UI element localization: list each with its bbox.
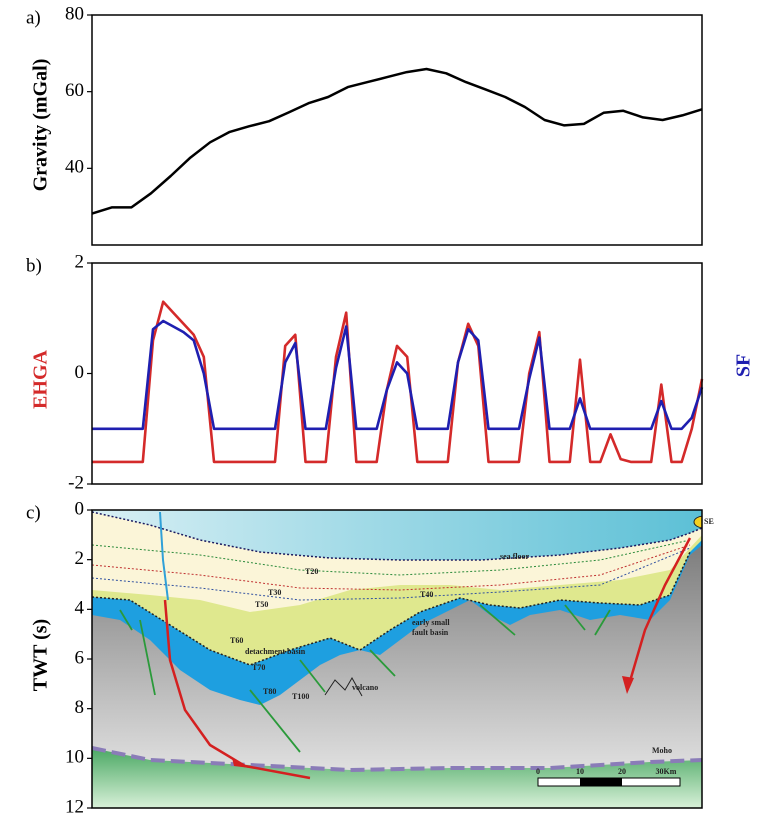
- page: 406080a)Gravity (mGal)EHGASF-202b)sea fl…: [0, 0, 762, 821]
- y-axis-label: EHGA: [30, 350, 52, 409]
- panel-frame: [92, 263, 702, 484]
- y-tick-label: 8: [75, 697, 85, 718]
- scale-label: 0: [536, 767, 540, 776]
- annotation: T30: [268, 588, 281, 597]
- annotation: fault basin: [412, 628, 449, 637]
- y-tick-label: 2: [75, 251, 85, 272]
- data-line: [92, 69, 702, 214]
- figure: 406080a)Gravity (mGal)EHGASF-202b)sea fl…: [0, 0, 762, 821]
- y-axis-label: TWT (s): [30, 619, 52, 691]
- scale-label: 20: [618, 767, 626, 776]
- annotation: Moho: [652, 746, 672, 755]
- annotation: sea floor: [500, 552, 530, 561]
- y-tick-label: 2: [75, 548, 85, 569]
- cross-section-drawing: [92, 510, 714, 808]
- annotation: T50: [255, 600, 268, 609]
- annotation: T70: [252, 663, 265, 672]
- y-tick-label: 4: [75, 598, 85, 619]
- panel-frame: [92, 15, 702, 245]
- annotation: detachment basin: [245, 647, 306, 656]
- data-line: [92, 321, 702, 429]
- y-tick-label: 0: [75, 498, 85, 519]
- y-tick-label: 40: [65, 157, 84, 178]
- data-line: [92, 302, 702, 462]
- y-tick-label: 60: [65, 80, 84, 101]
- y-axis-label: Gravity (mGal): [30, 59, 52, 192]
- annotation: T80: [263, 687, 276, 696]
- annotation: T20: [305, 567, 318, 576]
- y-tick-label: 6: [75, 647, 85, 668]
- y2-axis-label: SF: [733, 354, 755, 377]
- y-tick-label: 80: [65, 3, 84, 24]
- y-tick-label: 10: [65, 747, 84, 768]
- annotation: SE: [704, 517, 714, 526]
- annotation: T40: [420, 590, 433, 599]
- annotation: T100: [292, 692, 309, 701]
- annotation: T60: [230, 636, 243, 645]
- y-tick-label: 12: [65, 796, 84, 817]
- scale-bar-segment: [580, 778, 622, 786]
- y-tick-label: -2: [68, 472, 84, 493]
- scale-label: 30Km: [656, 767, 677, 776]
- panel-label: b): [26, 255, 42, 276]
- panel-label: c): [26, 502, 41, 523]
- annotation: volcano: [352, 683, 378, 692]
- panel-label: a): [26, 7, 41, 28]
- scale-label: 10: [576, 767, 584, 776]
- annotation: early small: [412, 618, 450, 627]
- y-tick-label: 0: [75, 362, 85, 383]
